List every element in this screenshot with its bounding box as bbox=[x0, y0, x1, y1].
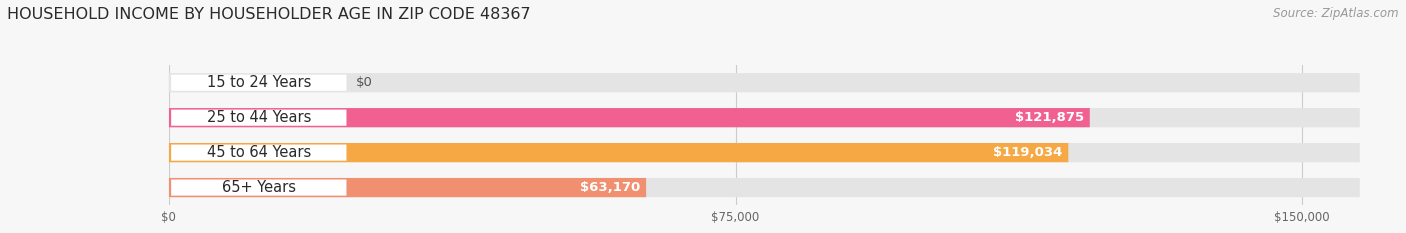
FancyBboxPatch shape bbox=[172, 75, 346, 91]
Text: $0: $0 bbox=[356, 76, 373, 89]
FancyBboxPatch shape bbox=[169, 143, 1069, 162]
Text: $63,170: $63,170 bbox=[579, 181, 640, 194]
Text: $119,034: $119,034 bbox=[993, 146, 1063, 159]
FancyBboxPatch shape bbox=[172, 179, 346, 196]
FancyBboxPatch shape bbox=[172, 144, 346, 161]
Text: 65+ Years: 65+ Years bbox=[222, 180, 295, 195]
FancyBboxPatch shape bbox=[169, 108, 1360, 127]
FancyBboxPatch shape bbox=[169, 73, 1360, 92]
Text: 45 to 64 Years: 45 to 64 Years bbox=[207, 145, 311, 160]
Text: 15 to 24 Years: 15 to 24 Years bbox=[207, 75, 311, 90]
FancyBboxPatch shape bbox=[169, 108, 1090, 127]
Text: HOUSEHOLD INCOME BY HOUSEHOLDER AGE IN ZIP CODE 48367: HOUSEHOLD INCOME BY HOUSEHOLDER AGE IN Z… bbox=[7, 7, 530, 22]
FancyBboxPatch shape bbox=[169, 178, 1360, 197]
Text: Source: ZipAtlas.com: Source: ZipAtlas.com bbox=[1274, 7, 1399, 20]
FancyBboxPatch shape bbox=[172, 110, 346, 126]
FancyBboxPatch shape bbox=[169, 143, 1360, 162]
Text: 25 to 44 Years: 25 to 44 Years bbox=[207, 110, 311, 125]
FancyBboxPatch shape bbox=[169, 178, 647, 197]
Text: $121,875: $121,875 bbox=[1015, 111, 1084, 124]
